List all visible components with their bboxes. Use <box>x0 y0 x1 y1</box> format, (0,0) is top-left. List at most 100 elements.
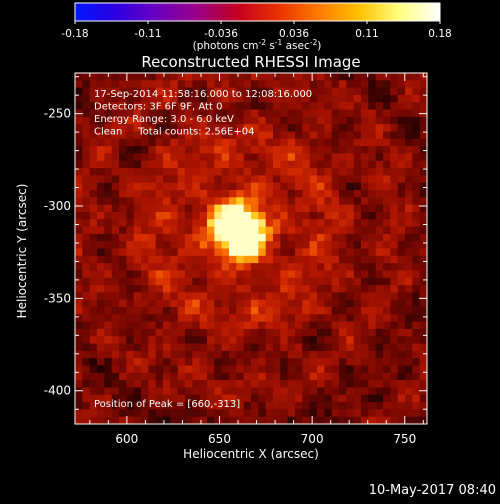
heatmap-cell <box>302 73 311 81</box>
heatmap-cell <box>141 197 149 206</box>
heatmap-cell <box>75 380 83 389</box>
heatmap-cell <box>346 80 355 89</box>
heatmap-cell <box>177 197 186 206</box>
heatmap-cell <box>273 94 281 103</box>
heatmap-cell <box>141 248 149 257</box>
heatmap-cell <box>89 146 98 155</box>
heatmap-cell <box>111 73 120 81</box>
heatmap-cell <box>287 87 296 96</box>
heatmap-cell <box>361 380 369 389</box>
heatmap-cell <box>390 263 399 272</box>
heatmap-cell <box>97 87 105 96</box>
heatmap-cell <box>229 350 237 359</box>
heatmap-cell <box>346 219 355 228</box>
heatmap-cell <box>390 160 399 169</box>
heatmap-cell <box>331 182 340 191</box>
heatmap-cell <box>89 314 98 323</box>
heatmap-cell <box>214 87 223 96</box>
heatmap-cell <box>339 277 347 286</box>
heatmap-cell <box>251 168 259 176</box>
heatmap-cell <box>265 270 274 279</box>
heatmap-cell <box>185 80 193 89</box>
heatmap-cell <box>126 402 135 410</box>
heatmap-cell <box>309 138 318 147</box>
heatmap-cell <box>214 160 223 169</box>
heatmap-cell <box>317 307 325 315</box>
heatmap-cell <box>383 138 391 147</box>
heatmap-cell <box>236 277 245 286</box>
heatmap-cell <box>177 416 186 424</box>
heatmap-cell <box>170 124 179 133</box>
heatmap-cell <box>207 394 215 403</box>
heatmap-cell <box>302 416 311 424</box>
heatmap-cell <box>258 233 267 242</box>
heatmap-cell <box>111 343 120 352</box>
heatmap-cell <box>170 307 179 315</box>
heatmap-cell <box>155 160 164 169</box>
heatmap-cell <box>229 263 237 272</box>
heatmap-cell <box>133 197 142 206</box>
annotation-line: Clean Total counts: 2.56E+04 <box>94 127 254 138</box>
heatmap-cell <box>97 73 105 81</box>
heatmap-cell <box>368 233 377 242</box>
heatmap-cell <box>229 372 237 381</box>
heatmap-cell <box>324 160 333 169</box>
heatmap-cell <box>397 277 406 286</box>
heatmap-cell <box>405 102 413 111</box>
heatmap-cell <box>280 102 289 111</box>
heatmap-cell <box>155 102 164 111</box>
heatmap-cell <box>331 80 340 89</box>
heatmap-cell <box>419 292 427 301</box>
heatmap-cell <box>375 102 384 111</box>
heatmap-cell <box>199 263 208 272</box>
heatmap-cell <box>251 380 259 389</box>
heatmap-cell <box>273 248 281 257</box>
heatmap-cell <box>346 270 355 279</box>
heatmap-cell <box>97 197 105 206</box>
heatmap-cell <box>295 138 303 147</box>
heatmap-cell <box>119 233 127 242</box>
heatmap-cell <box>126 263 135 272</box>
heatmap-cell <box>214 402 223 410</box>
heatmap-cell <box>214 248 223 257</box>
heatmap-cell <box>375 409 384 418</box>
heatmap-cell <box>185 73 193 81</box>
heatmap-cell <box>361 358 369 367</box>
heatmap-cell <box>331 292 340 301</box>
heatmap-cell <box>148 307 157 315</box>
heatmap-cell <box>280 248 289 257</box>
heatmap-cell <box>317 387 325 396</box>
heatmap-cell <box>383 336 391 345</box>
heatmap-cell <box>295 241 303 250</box>
heatmap-cell <box>273 328 281 337</box>
heatmap-cell <box>419 248 427 257</box>
heatmap-cell <box>317 160 325 169</box>
heatmap-cell <box>141 204 149 213</box>
heatmap-cell <box>185 233 193 242</box>
heatmap-cell <box>295 146 303 155</box>
heatmap-cell <box>155 372 164 381</box>
heatmap-cell <box>119 211 127 220</box>
heatmap-cell <box>331 336 340 345</box>
heatmap-cell <box>141 153 149 162</box>
heatmap-cell <box>397 387 406 396</box>
heatmap-cell <box>89 80 98 89</box>
heatmap-cell <box>383 358 391 367</box>
heatmap-cell <box>368 343 377 352</box>
heatmap-cell <box>221 168 230 176</box>
heatmap-cell <box>280 116 289 125</box>
heatmap-cell <box>361 219 369 228</box>
heatmap-cell <box>163 94 171 103</box>
heatmap-cell <box>75 153 83 162</box>
heatmap-cell <box>295 409 303 418</box>
heatmap-cell <box>221 350 230 359</box>
heatmap-cell <box>199 277 208 286</box>
heatmap-cell <box>75 116 83 125</box>
heatmap-cell <box>111 124 120 133</box>
heatmap-cell <box>331 402 340 410</box>
heatmap-cell <box>229 277 237 286</box>
heatmap-cell <box>339 138 347 147</box>
heatmap-cell <box>207 402 215 410</box>
colorbar-tick-labels: -0.18 -0.11 -0.036 0.036 0.11 0.18 <box>61 28 451 40</box>
heatmap-cell <box>82 197 91 206</box>
